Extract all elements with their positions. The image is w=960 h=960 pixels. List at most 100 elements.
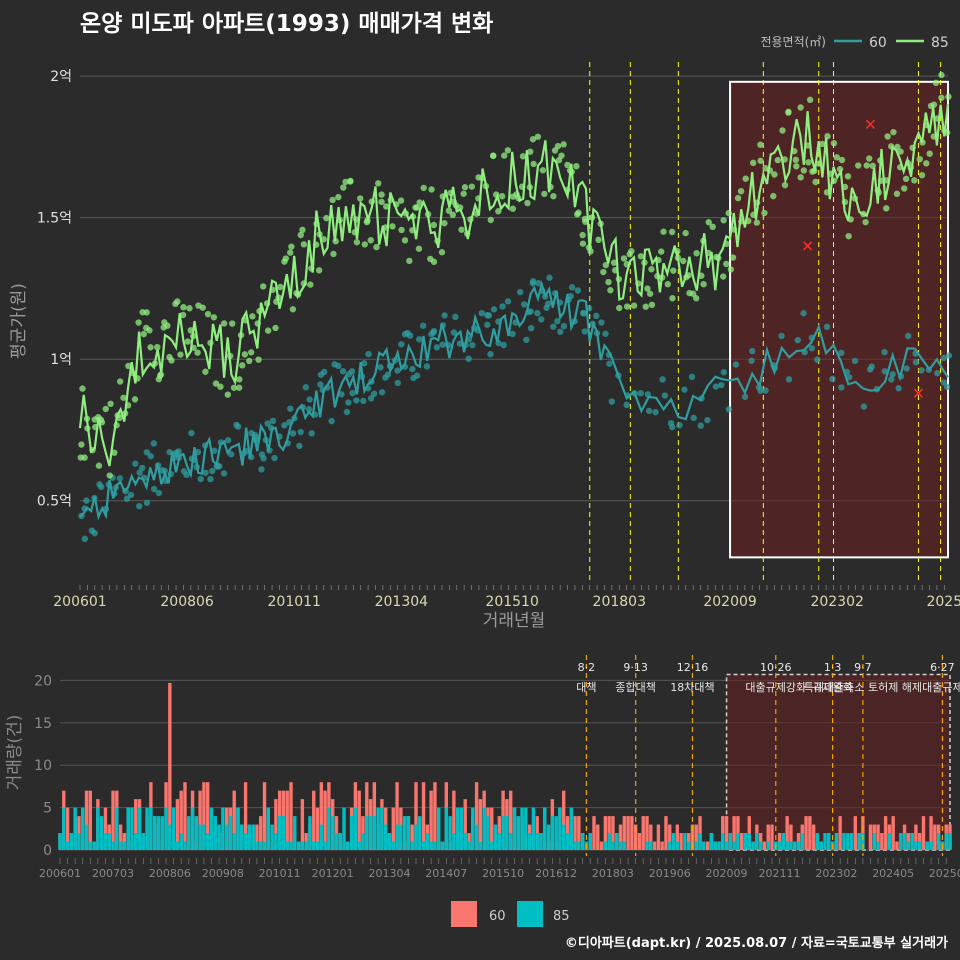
policy-label: 9·7 [854,661,872,674]
bar-85 [217,824,221,850]
data-point [771,171,778,178]
bar-85 [380,807,384,850]
bar-85 [524,807,528,850]
data-point [111,449,118,456]
x-tick-label: 201304 [375,594,429,610]
data-point [102,405,109,413]
bottom-highlight [725,673,951,851]
data-point [779,127,786,134]
data-point [600,268,607,276]
data-point [785,376,793,383]
data-point [900,185,908,192]
data-point [458,226,465,233]
data-point [282,255,290,262]
data-point [550,323,557,330]
legend-label-60: 60 [869,35,887,51]
bar-85 [531,807,536,850]
data-point [818,140,826,148]
y-axis-label: 거래량(건) [5,715,25,791]
data-point [940,379,948,386]
policy-label: 6·27 [930,661,955,674]
policy-label: 1·3 [824,661,842,674]
data-point [862,218,869,226]
data-point [725,209,732,217]
data-point [945,352,953,359]
bar-85 [433,841,437,850]
bar-60 [490,807,494,850]
data-point [888,376,895,383]
data-point [524,199,531,207]
bar-60 [675,824,680,850]
bar-85 [577,841,581,850]
bar-60 [895,841,899,850]
bar-85 [277,816,282,850]
data-point [652,408,659,416]
bar-85 [69,833,74,850]
bar-60 [285,790,289,850]
bar-85 [353,807,358,850]
data-point [136,469,143,476]
bar-60 [694,824,698,850]
data-point [367,237,374,244]
data-point [719,273,727,280]
bar-85 [588,833,592,850]
y-tick-label: 0 [43,843,52,859]
data-point [438,249,446,256]
data-point [179,311,187,319]
bar-85 [187,816,191,850]
bar-60 [315,807,320,850]
bar-85 [247,824,252,850]
bar-85 [842,833,846,850]
data-point [131,396,139,403]
data-point [727,266,735,273]
bar-85 [372,816,377,850]
data-point [335,193,342,201]
data-point [83,497,90,504]
data-point [593,312,600,320]
bar-85 [520,807,524,850]
data-point [934,369,941,377]
bar-85 [145,807,149,850]
bar-85 [758,841,763,850]
data-point [781,181,789,189]
data-point [926,150,933,157]
data-point [607,287,614,294]
data-point [833,154,840,161]
bar-85 [414,824,418,850]
bar-60 [202,782,206,850]
data-point [669,295,676,302]
data-point [210,314,218,321]
x-tick-label: 202009 [706,867,748,880]
data-point [297,428,304,436]
bar-85 [645,841,649,850]
data-point [353,239,361,246]
data-point [897,148,904,155]
data-point [323,214,330,222]
data-point [378,389,386,396]
data-point [718,381,725,389]
x-tick-label: 200601 [53,594,106,610]
data-point [202,368,209,375]
data-point [132,460,139,467]
data-point [794,336,801,344]
data-point [220,320,228,327]
bar-60 [198,790,202,850]
data-point [338,391,345,398]
data-point [838,156,846,164]
bar-60 [622,816,626,850]
bar-60 [766,824,770,850]
data-point [598,319,605,326]
data-point [260,455,267,462]
data-point [869,162,876,170]
bar-85 [444,807,448,850]
data-point [608,398,616,405]
bar-60 [789,824,793,850]
bar-85 [683,833,687,850]
data-point [550,192,557,200]
bar-85 [206,833,210,850]
bar-60 [599,841,604,850]
data-point [207,475,214,483]
bar-85 [486,816,490,850]
bar-85 [387,833,392,850]
data-point [230,384,238,391]
